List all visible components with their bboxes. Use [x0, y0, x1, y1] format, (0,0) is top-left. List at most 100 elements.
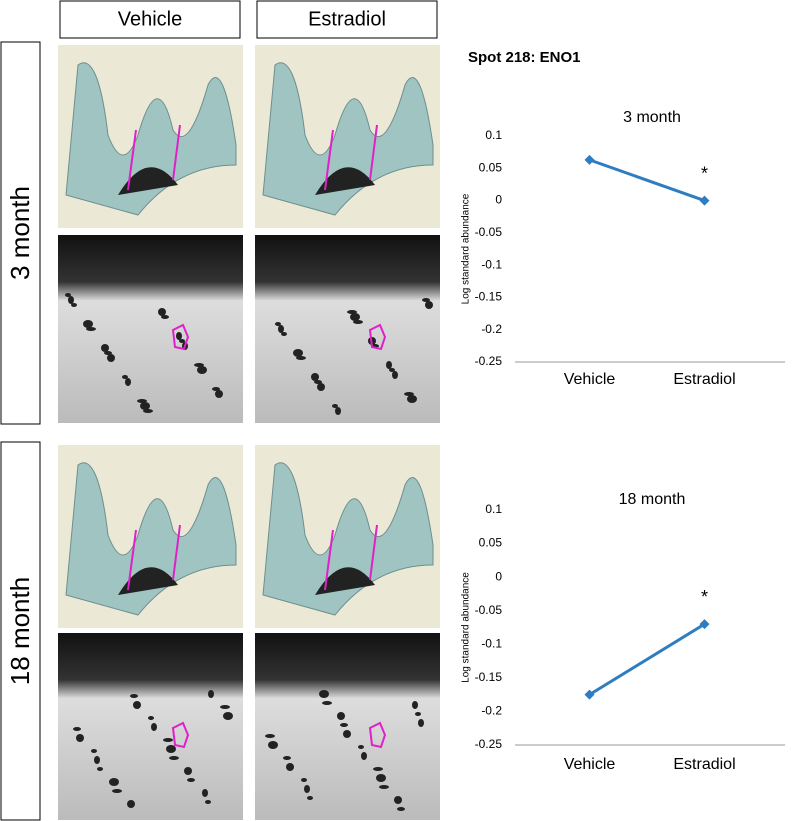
gel-spot — [415, 712, 421, 716]
gel-spot — [412, 701, 418, 709]
gel-spot — [265, 734, 275, 738]
gel-spot — [392, 371, 398, 379]
annotation: * — [701, 587, 708, 607]
gel-spot — [422, 298, 430, 302]
gel-spot — [122, 375, 128, 379]
gel-spot — [101, 344, 109, 352]
gel-spot — [112, 789, 122, 793]
gel-spot — [197, 366, 207, 374]
gel-spot — [125, 378, 131, 386]
y-tick-label: -0.1 — [481, 636, 502, 650]
gel-spot — [337, 712, 345, 720]
gel-spot — [361, 752, 367, 760]
gel-spot — [286, 763, 294, 771]
gel-spot — [283, 756, 291, 760]
gel-spot — [94, 756, 100, 764]
row-label: 3 month — [5, 186, 35, 280]
gel-spot — [208, 690, 214, 698]
gel-spot — [319, 690, 329, 698]
gel-spot — [83, 320, 93, 328]
data-point — [699, 619, 710, 630]
annotation: * — [701, 163, 708, 183]
gel-spot — [296, 356, 306, 360]
gel-spot — [275, 322, 281, 326]
row-label: 18 month — [5, 577, 35, 685]
gel-spot — [91, 749, 97, 753]
y-tick-label: -0.1 — [481, 257, 502, 271]
gel-spot — [127, 800, 135, 808]
y-tick-label: -0.15 — [475, 670, 503, 684]
surface-shadow — [118, 567, 178, 595]
gel-spot — [425, 301, 433, 309]
gel-spot — [311, 373, 319, 381]
x-tick-label: Vehicle — [564, 756, 616, 773]
spot-outline — [324, 124, 378, 191]
column-label: Vehicle — [118, 8, 183, 30]
row-box — [0, 441, 41, 821]
surface-shadow — [315, 567, 375, 595]
gel-spot — [307, 796, 313, 800]
surface — [65, 62, 237, 216]
gel-spot — [304, 785, 310, 793]
gel-spot — [335, 407, 341, 415]
y-tick-label: -0.2 — [481, 322, 502, 336]
gel-spot — [389, 368, 395, 372]
y-tick-label: 0 — [495, 193, 502, 207]
x-tick-label: Vehicle — [564, 371, 616, 388]
gel-spot — [350, 313, 360, 321]
gel-spot — [358, 745, 364, 749]
gel-spot — [68, 296, 74, 304]
spot-outline — [127, 524, 181, 591]
y-tick-label: -0.2 — [481, 704, 502, 718]
spot-outline — [171, 721, 190, 749]
y-tick-label: 0 — [495, 569, 502, 583]
y-axis-label: Log standard abundance — [461, 572, 472, 683]
gel-spot — [394, 796, 402, 804]
gel-spot — [137, 399, 147, 403]
data-point — [584, 689, 595, 700]
spot-outline — [324, 524, 378, 591]
gel-spot — [73, 727, 81, 731]
gel-spot — [71, 303, 77, 307]
gel-spot — [161, 315, 169, 319]
gel-spot — [176, 332, 182, 340]
y-tick-label: -0.15 — [475, 290, 503, 304]
gel-spot — [133, 701, 141, 709]
column-box — [256, 0, 438, 39]
y-tick-label: 0.05 — [479, 536, 503, 550]
x-tick-label: Estradiol — [673, 756, 735, 773]
spot-outline — [368, 323, 387, 351]
gel-spot — [407, 395, 417, 403]
y-tick-label: -0.05 — [475, 225, 503, 239]
gel-spot — [314, 380, 322, 384]
gel-spot — [223, 712, 233, 720]
gel-spot — [386, 361, 392, 369]
gel-spot — [353, 320, 363, 324]
gel-image — [255, 235, 440, 423]
gel-spot — [379, 785, 389, 789]
data-point — [584, 154, 595, 165]
gel-spot — [215, 390, 223, 398]
gel-spot — [301, 778, 307, 782]
gel-spot — [268, 741, 278, 749]
y-tick-label: -0.25 — [475, 354, 503, 368]
series-line — [588, 622, 706, 696]
gel-spot — [212, 387, 220, 391]
chart-title: 3 month — [623, 109, 681, 126]
gel-spot — [220, 705, 230, 709]
gel-spot — [109, 778, 119, 786]
gel-spot — [340, 723, 348, 727]
gel-spot — [65, 293, 71, 297]
gel-spot — [418, 719, 424, 727]
gel-spot — [163, 738, 173, 742]
gel-spot — [373, 767, 383, 771]
y-tick-label: -0.05 — [475, 603, 503, 617]
image-panels — [58, 45, 440, 820]
gel-spot — [205, 800, 211, 804]
row-box — [0, 41, 41, 425]
series-line — [588, 158, 706, 202]
gel-spot — [404, 392, 414, 396]
gel-spot — [148, 716, 154, 720]
surface — [65, 462, 237, 616]
